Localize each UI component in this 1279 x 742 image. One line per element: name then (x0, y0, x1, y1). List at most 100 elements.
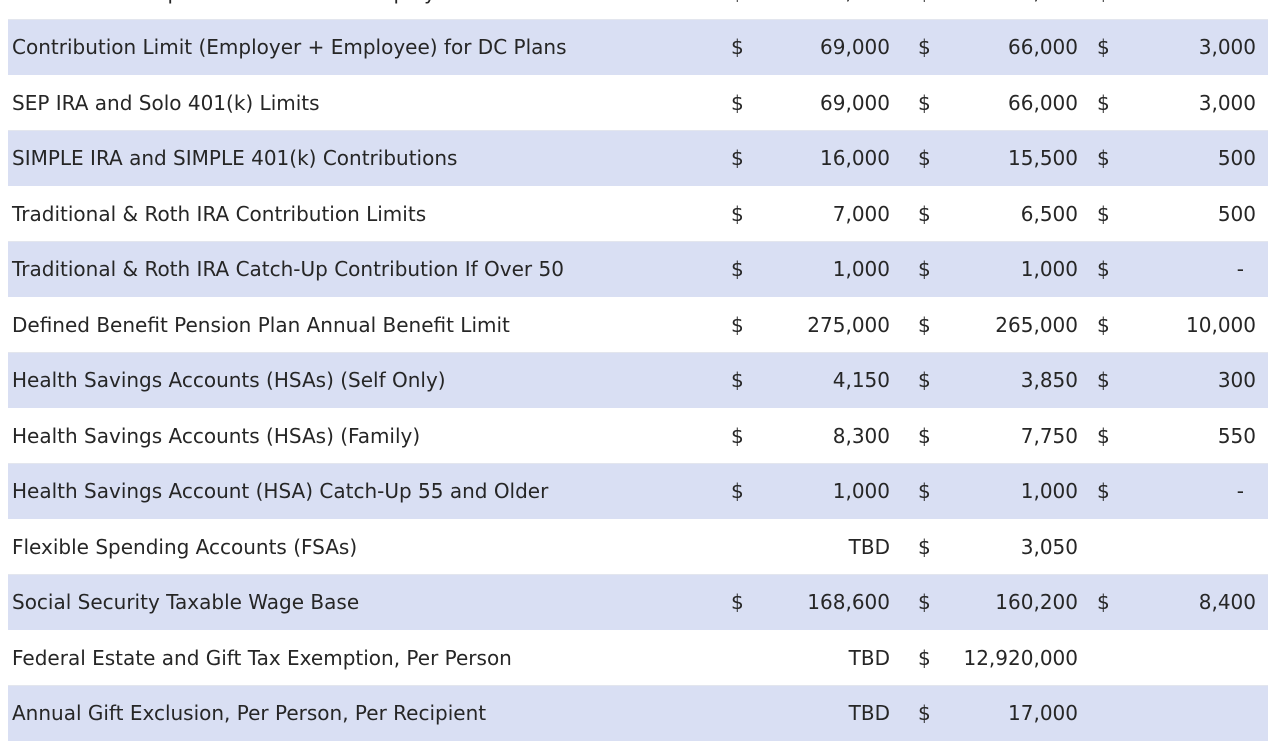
amount: 1,000 (1020, 479, 1078, 503)
currency-sign: $ (1097, 312, 1110, 337)
table-row: Health Savings Accounts (HSAs) (Self Onl… (8, 353, 1268, 409)
currency-sign: $ (731, 0, 744, 20)
currency-sign: $ (918, 201, 931, 226)
amount: 300 (1217, 368, 1256, 392)
row-label: SEP IRA and Solo 401(k) Limits (12, 90, 320, 115)
currency-sign: $ (918, 479, 931, 503)
currency-sign: $ (1097, 368, 1110, 392)
table-row: Federal Estate and Gift Tax Exemption, P… (8, 630, 1268, 686)
currency-sign: $ (1097, 590, 1110, 614)
currency-sign: $ (731, 423, 744, 448)
amount: 17,000 (1008, 701, 1078, 725)
currency-sign: $ (1097, 0, 1110, 20)
amount: 7,500 (833, 0, 890, 20)
row-label: Social Security Taxable Wage Base (12, 590, 360, 614)
currency-sign: $ (731, 257, 744, 281)
page-body: Annual Catch-Up Contributions for Employ… (8, 0, 1268, 742)
currency-sign: $ (731, 590, 744, 614)
amount: 6,500 (1020, 201, 1078, 226)
page: {"table": {"rows": [ {"label": "Annual C… (8, 0, 1268, 742)
currency-sign: $ (731, 479, 744, 503)
currency-sign: $ (918, 534, 931, 559)
amount: TBD (848, 534, 890, 559)
amount: 16,000 (820, 146, 890, 170)
amount: 66,000 (1008, 90, 1078, 115)
amount: 1,000 (832, 257, 890, 281)
currency-sign: $ (1097, 257, 1110, 281)
amount: 4,150 (832, 368, 890, 392)
currency-sign: $ (1097, 423, 1110, 448)
table-row: Health Savings Accounts (HSAs) (Family) $… (8, 408, 1268, 464)
amount: 3,850 (1020, 368, 1078, 392)
currency-sign: $ (918, 423, 931, 448)
currency-sign: $ (731, 201, 744, 226)
row-label: Health Savings Account (HSA) Catch-Up 55… (12, 479, 549, 503)
amount: - (1236, 257, 1244, 281)
amount: TBD (848, 645, 890, 670)
row-label: Traditional & Roth IRA Contribution Limi… (12, 201, 427, 226)
amount: - (1236, 479, 1244, 503)
table-row: SIMPLE IRA and SIMPLE 401(k) Contributio… (8, 131, 1268, 187)
row-label: Contribution Limit (Employer + Employee)… (12, 35, 567, 59)
table-row: Traditional & Roth IRA Catch-Up Contribu… (8, 242, 1268, 298)
amount: 7,750 (1020, 423, 1078, 448)
currency-sign: $ (1097, 146, 1110, 170)
row-label: Annual Catch-Up Contributions for Employ… (12, 0, 557, 20)
amount: 1,000 (1020, 257, 1078, 281)
amount: 69,000 (820, 35, 890, 59)
amount: 550 (1217, 423, 1256, 448)
amount: 160,200 (995, 590, 1078, 614)
amount: 500 (1217, 146, 1256, 170)
table-row: Defined Benefit Pension Plan Annual Bene… (8, 297, 1268, 353)
amount: - (1237, 0, 1244, 20)
currency-sign: $ (918, 312, 931, 337)
table-row: Contribution Limit (Employer + Employee)… (8, 20, 1268, 76)
row-label: Defined Benefit Pension Plan Annual Bene… (12, 312, 510, 337)
amount: 168,600 (807, 590, 890, 614)
row-label: Federal Estate and Gift Tax Exemption, P… (12, 645, 512, 670)
row-label: Annual Gift Exclusion, Per Person, Per R… (12, 701, 487, 725)
amount: 10,000 (1186, 312, 1256, 337)
currency-sign: $ (918, 368, 931, 392)
currency-sign: $ (918, 146, 931, 170)
table-row: Flexible Spending Accounts (FSAs) TBD $3,0… (8, 519, 1268, 575)
table-row: Traditional & Roth IRA Contribution Limi… (8, 186, 1268, 242)
amount: 3,050 (1020, 534, 1078, 559)
amount: 7,000 (832, 201, 890, 226)
amount: 12,920,000 (963, 645, 1078, 670)
amount: 3,000 (1198, 35, 1256, 59)
table-row: Annual Gift Exclusion, Per Person, Per R… (8, 686, 1268, 742)
amount: 69,000 (820, 90, 890, 115)
amount: TBD (848, 701, 890, 725)
row-label: Flexible Spending Accounts (FSAs) (12, 534, 358, 559)
amount: 7,500 (1021, 0, 1078, 20)
currency-sign: $ (918, 35, 931, 59)
table-row: Health Savings Account (HSA) Catch-Up 55… (8, 464, 1268, 520)
table-row: Annual Catch-Up Contributions for Employ… (8, 0, 1268, 20)
currency-sign: $ (918, 90, 931, 115)
currency-sign: $ (918, 257, 931, 281)
currency-sign: $ (731, 90, 744, 115)
row-label: Traditional & Roth IRA Catch-Up Contribu… (12, 257, 564, 281)
amount: 15,500 (1008, 146, 1078, 170)
currency-sign: $ (918, 590, 931, 614)
currency-sign: $ (1097, 479, 1110, 503)
currency-sign: $ (1097, 35, 1110, 59)
row-label: Health Savings Accounts (HSAs) (Self Onl… (12, 368, 446, 392)
table-row: Social Security Taxable Wage Base $168,60… (8, 575, 1268, 631)
amount: 8,300 (832, 423, 890, 448)
currency-sign: $ (918, 701, 931, 725)
currency-sign: $ (731, 35, 744, 59)
amount: 265,000 (995, 312, 1078, 337)
amount: 3,000 (1198, 90, 1256, 115)
currency-sign: $ (731, 368, 744, 392)
currency-sign: $ (731, 312, 744, 337)
row-label: Health Savings Accounts (HSAs) (Family) (12, 423, 421, 448)
currency-sign: $ (918, 645, 931, 670)
amount: 1,000 (832, 479, 890, 503)
currency-sign: $ (1097, 90, 1110, 115)
currency-sign: $ (731, 146, 744, 170)
currency-sign: $ (1097, 201, 1110, 226)
amount: 275,000 (807, 312, 890, 337)
amount: 66,000 (1008, 35, 1078, 59)
